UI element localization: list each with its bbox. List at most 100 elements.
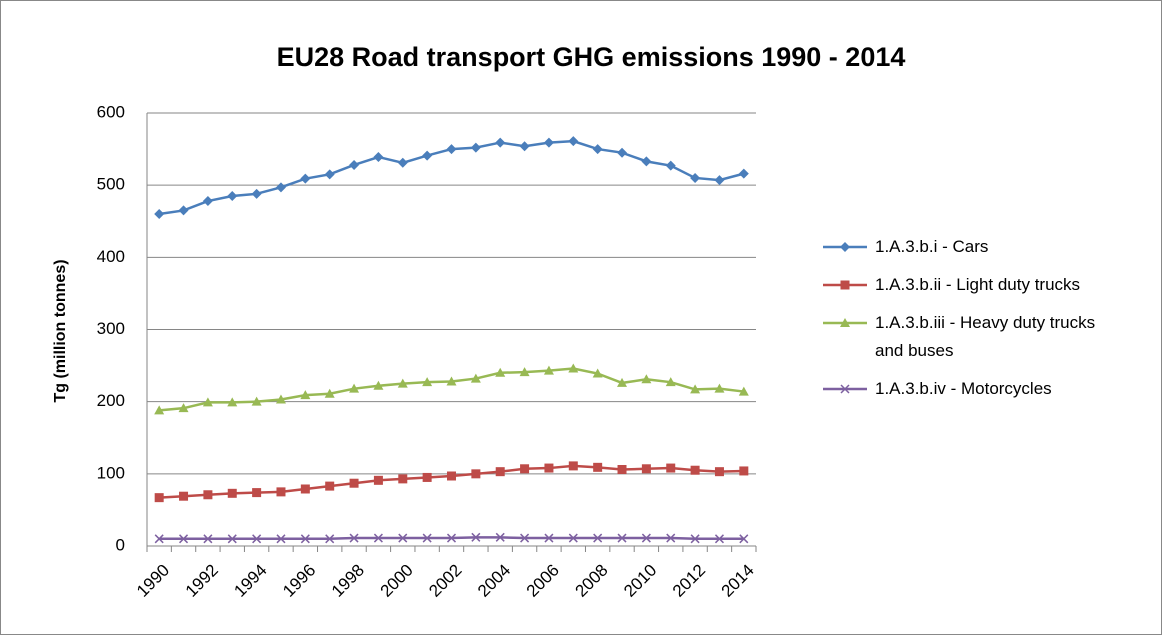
marker <box>739 534 749 544</box>
series-line <box>159 464 744 499</box>
marker <box>227 488 237 498</box>
marker <box>617 465 627 475</box>
marker <box>373 152 384 163</box>
x-tick-label: 2012 <box>669 561 709 601</box>
marker <box>592 368 603 378</box>
marker <box>471 469 481 479</box>
x-tick-label: 1992 <box>182 561 222 601</box>
marker <box>568 533 578 543</box>
y-tick-label: 200 <box>97 391 125 410</box>
marker <box>179 491 189 501</box>
legend-swatch <box>823 318 867 327</box>
marker <box>373 533 383 543</box>
marker <box>203 490 213 500</box>
x-tick-label: 2002 <box>425 561 465 601</box>
marker <box>470 373 481 383</box>
x-tick-label: 2006 <box>523 561 563 601</box>
marker <box>714 175 725 186</box>
x-tick-label: 1998 <box>328 561 368 601</box>
marker <box>568 136 579 147</box>
legend-item: 1.A.3.b.iv - Motorcycles <box>819 375 1149 403</box>
marker <box>398 474 408 484</box>
x-tick-label: 1996 <box>279 561 319 601</box>
series <box>154 136 749 220</box>
marker <box>520 464 530 474</box>
marker <box>349 159 360 170</box>
marker <box>227 534 237 544</box>
marker <box>397 378 408 388</box>
marker <box>666 463 676 473</box>
marker <box>325 481 335 491</box>
marker <box>276 487 286 497</box>
x-tick-label: 2014 <box>718 561 758 601</box>
marker <box>840 280 850 290</box>
marker <box>422 472 432 482</box>
marker <box>227 190 238 201</box>
marker <box>714 383 725 393</box>
marker <box>543 137 554 148</box>
legend-label: 1.A.3.b.i - Cars <box>875 237 989 256</box>
marker <box>349 383 360 393</box>
x-tick-label: 2004 <box>474 561 514 601</box>
marker <box>690 465 700 475</box>
y-tick-label: 0 <box>116 535 125 554</box>
legend-label: 1.A.3.b.iv - Motorcycles <box>875 379 1052 398</box>
marker <box>714 534 724 544</box>
marker <box>252 488 262 498</box>
marker <box>300 173 311 184</box>
legend-item: 1.A.3.b.iii - Heavy duty trucks and buse… <box>819 309 1149 365</box>
marker <box>422 533 432 543</box>
marker <box>179 534 189 544</box>
marker <box>251 188 262 199</box>
marker <box>276 534 286 544</box>
marker <box>275 394 286 404</box>
legend-item: 1.A.3.b.ii - Light duty trucks <box>819 271 1149 299</box>
x-tick-label: 2000 <box>377 561 417 601</box>
y-tick-label: 500 <box>97 175 125 194</box>
y-axis-label: Tg (million tonnes) <box>52 259 69 402</box>
legend-label: 1.A.3.b.iii - Heavy duty trucks and buse… <box>875 313 1096 360</box>
marker <box>154 534 164 544</box>
marker <box>617 147 628 158</box>
marker <box>641 533 651 543</box>
marker <box>470 142 481 153</box>
marker <box>373 475 383 485</box>
legend-swatch <box>823 280 867 290</box>
marker <box>251 396 262 406</box>
marker <box>202 196 213 207</box>
marker <box>641 374 652 384</box>
marker <box>202 397 213 407</box>
series <box>154 461 749 503</box>
legend-label: 1.A.3.b.ii - Light duty trucks <box>875 275 1081 294</box>
series <box>154 532 749 544</box>
marker <box>739 466 749 476</box>
marker <box>300 534 310 544</box>
marker <box>154 209 165 220</box>
marker <box>495 467 505 477</box>
marker <box>154 405 165 415</box>
legend: 1.A.3.b.i - Cars 1.A.3.b.ii - Light duty … <box>819 233 1149 413</box>
x-tick-label: 1994 <box>230 561 270 601</box>
marker <box>446 533 457 543</box>
legend-swatch <box>823 384 867 394</box>
marker <box>178 403 189 413</box>
marker <box>495 137 506 148</box>
x-tick-label: 1990 <box>133 561 173 601</box>
marker <box>447 471 456 481</box>
marker <box>471 532 481 542</box>
marker <box>543 365 554 375</box>
marker <box>690 384 701 394</box>
marker <box>544 463 554 473</box>
marker <box>349 533 359 543</box>
marker <box>519 367 530 377</box>
marker <box>714 467 724 477</box>
marker <box>617 533 627 543</box>
marker <box>690 534 700 544</box>
marker <box>617 377 628 387</box>
marker <box>446 376 457 386</box>
marker <box>840 318 850 327</box>
marker <box>690 172 701 183</box>
marker <box>738 168 749 179</box>
